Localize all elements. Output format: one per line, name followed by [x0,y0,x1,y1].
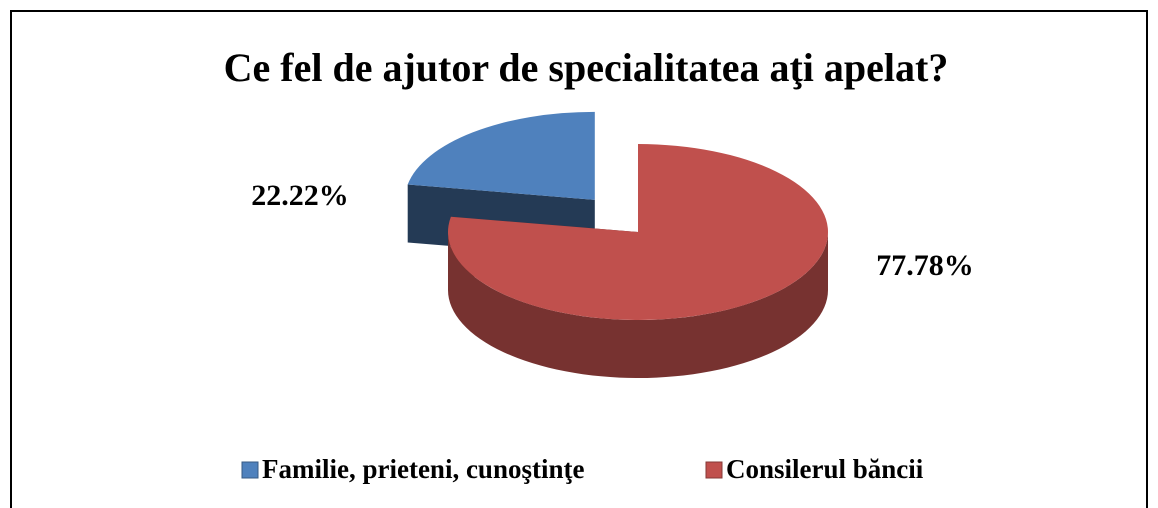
data-label: 22.22% [251,179,349,212]
slice-wall [448,232,828,378]
chart-title: Ce fel de ajutor de specialitatea aţi ap… [224,45,949,90]
slice [448,144,829,320]
slice [407,111,595,200]
legend-label: Familie, prieteni, cunoştinţe [262,454,584,484]
legend-label: Consilerul băncii [726,454,924,484]
legend-swatch [241,461,259,479]
data-label: 77.78% [876,249,974,282]
legend-swatch [705,461,723,479]
chart-frame [10,10,1148,508]
